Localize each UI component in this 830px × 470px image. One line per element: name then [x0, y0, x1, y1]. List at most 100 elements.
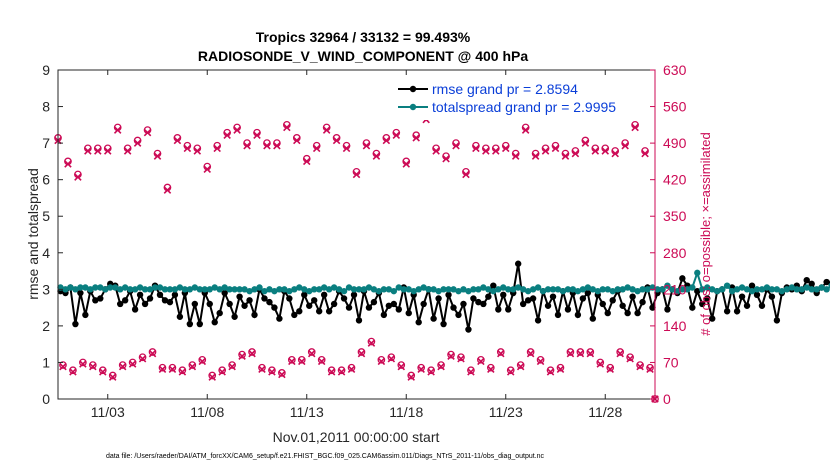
rmse-point	[246, 297, 253, 304]
totalspread-point	[385, 286, 393, 293]
rmse-point	[505, 306, 512, 313]
obs-possible-marker	[417, 363, 426, 372]
rmse-point	[296, 308, 303, 315]
totalspread-point	[82, 284, 89, 291]
totalspread-point	[689, 284, 696, 291]
obs-assimilated-marker	[506, 368, 515, 376]
totalspread-point	[495, 286, 502, 293]
totalspread-point	[196, 286, 203, 293]
y-right-tick-label: 560	[663, 99, 687, 115]
rmse-point	[171, 291, 179, 299]
rmse-point	[226, 300, 233, 308]
obs-assimilated-marker	[84, 147, 92, 155]
obs-assimilated-marker	[616, 349, 624, 358]
totalspread-point	[171, 286, 179, 293]
totalspread-point	[579, 286, 587, 293]
rmse-point	[738, 293, 746, 300]
obs-possible-marker	[287, 355, 296, 364]
obs-assimilated-marker	[581, 139, 590, 147]
totalspread-point	[67, 284, 74, 291]
obs-assimilated-marker	[407, 373, 415, 381]
totalspread-point	[350, 286, 358, 293]
obs-assimilated-marker	[482, 147, 490, 155]
obs-possible-marker	[79, 358, 87, 367]
totalspread-point	[415, 286, 422, 293]
totalspread-point	[803, 284, 810, 291]
obs-possible-marker	[98, 366, 107, 375]
rmse-point	[455, 311, 462, 319]
totalspread-point	[97, 284, 104, 291]
obs-assimilated-marker	[467, 368, 475, 376]
obs-assimilated-marker	[621, 141, 629, 150]
x-tick-label: 11/28	[588, 404, 622, 420]
totalspread-point	[166, 286, 174, 293]
obs-possible-marker	[486, 363, 495, 372]
obs-possible-marker	[158, 363, 167, 372]
totalspread-point	[699, 286, 706, 293]
totalspread-point	[639, 286, 646, 293]
totalspread-point	[92, 284, 99, 291]
obs-possible-marker	[506, 366, 515, 375]
obs-assimilated-marker	[138, 355, 147, 363]
rmse-point	[544, 302, 552, 309]
legend-label-rmse: rmse grand pr = 2.8594	[432, 81, 578, 97]
totalspread-point	[609, 287, 616, 295]
obs-assimilated-marker	[208, 373, 216, 381]
totalspread-point	[201, 286, 208, 293]
totalspread-point	[206, 286, 213, 293]
rmse-point	[340, 295, 348, 302]
totalspread-point	[514, 284, 522, 291]
legend: rmse grand pr = 2.8594 totalspread grand…	[394, 78, 650, 120]
y-axis-label: rmse and totalspread	[25, 168, 41, 300]
obs-assimilated-marker	[123, 147, 132, 155]
totalspread-point	[748, 287, 756, 295]
y-tick-label: 0	[42, 391, 50, 407]
totalspread-point	[470, 286, 477, 293]
obs-assimilated-marker	[492, 147, 500, 155]
rmse-point	[554, 311, 562, 319]
totalspread-point	[624, 284, 631, 291]
totalspread-point	[390, 287, 398, 295]
obs-assimilated-marker	[546, 368, 555, 376]
totalspread-point	[549, 286, 557, 293]
obs-assimilated-marker	[427, 368, 435, 376]
totalspread-point	[425, 286, 432, 293]
obs-possible-marker	[616, 348, 625, 356]
totalspread-point	[335, 286, 343, 293]
x-tick-label: 11/23	[489, 404, 523, 420]
totalspread-point	[156, 284, 164, 291]
totalspread-point	[589, 286, 597, 293]
obs-possible-marker	[397, 361, 406, 369]
y-tick-label: 9	[42, 62, 50, 78]
rmse-point	[211, 319, 218, 326]
x-axis-label: Nov.01,2011 00:00:00 start	[273, 429, 440, 445]
totalspread-point	[733, 286, 741, 293]
totalspread-point	[818, 284, 825, 291]
y-right-tick-label: 70	[663, 354, 679, 370]
obs-assimilated-marker	[327, 368, 336, 376]
obs-assimilated-marker	[432, 147, 440, 155]
totalspread-point	[226, 286, 233, 293]
obs-assimilated-marker	[103, 147, 112, 155]
x-tick-label: 11/03	[91, 404, 125, 420]
obs-assimilated-marker	[298, 357, 306, 366]
totalspread-point	[465, 287, 472, 295]
obs-assimilated-marker	[556, 365, 565, 373]
y-right-tick-label: 490	[663, 135, 687, 151]
totalspread-point	[146, 286, 154, 293]
y-tick-label: 3	[42, 281, 50, 297]
rmse-point	[758, 302, 766, 309]
rmse-point	[236, 293, 243, 300]
totalspread-point	[151, 284, 159, 291]
totalspread-point	[236, 286, 243, 293]
obs-assimilated-marker	[626, 355, 634, 363]
rmse-point	[748, 282, 756, 289]
obs-possible-marker	[198, 355, 207, 364]
obs-assimilated-marker	[417, 365, 425, 373]
obs-assimilated-marker	[487, 365, 495, 373]
totalspread-point	[823, 286, 830, 293]
obs-assimilated-marker	[263, 141, 271, 150]
obs-assimilated-marker	[382, 136, 391, 145]
rmse-point	[330, 300, 338, 308]
totalspread-point	[629, 286, 636, 293]
